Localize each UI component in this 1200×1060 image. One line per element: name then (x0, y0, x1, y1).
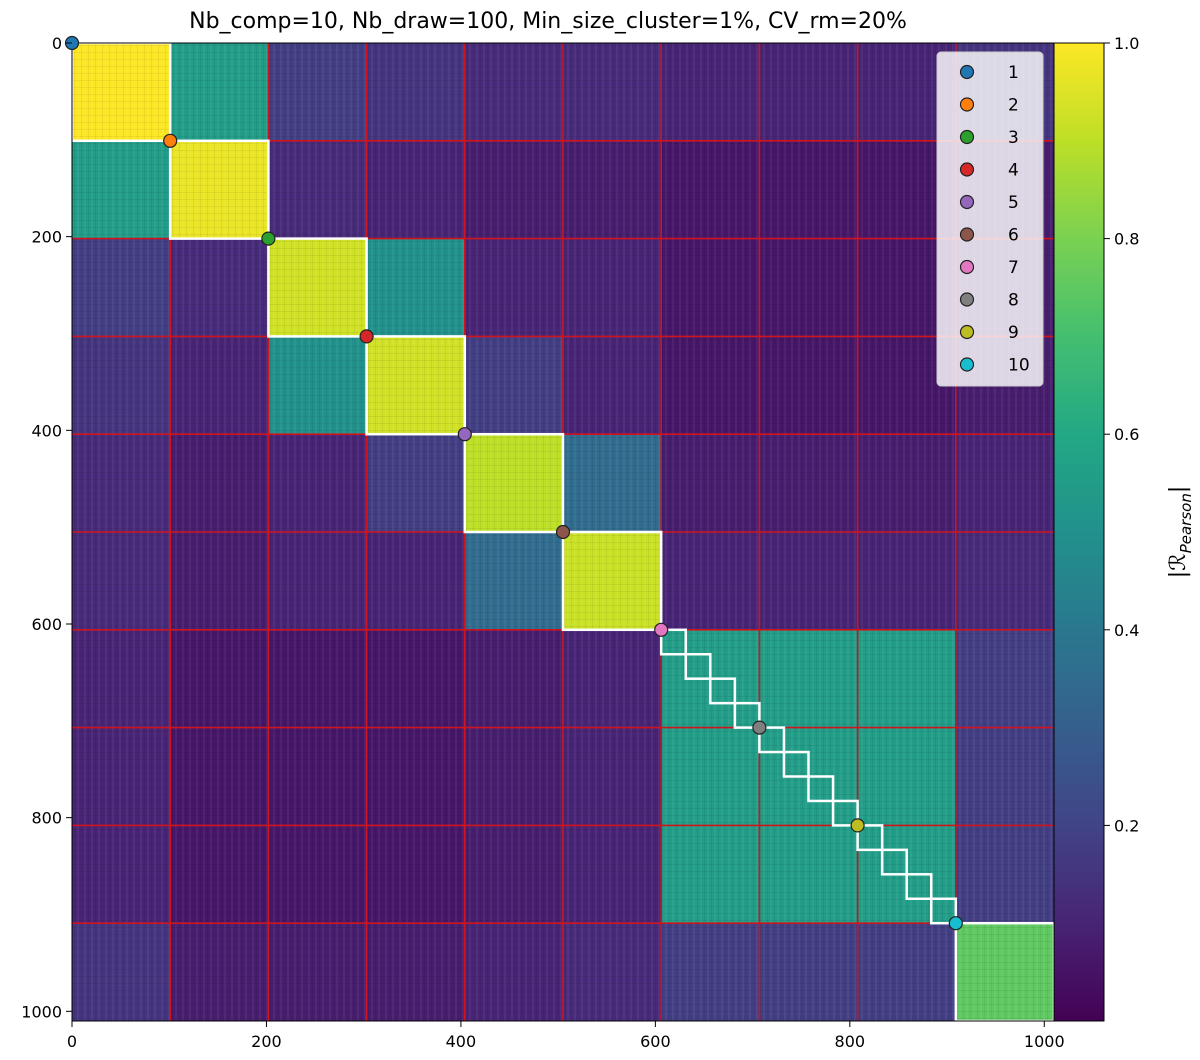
legend-label: 10 (1008, 356, 1030, 376)
legend-label: 3 (1008, 128, 1019, 148)
cluster-outline (782, 750, 810, 778)
legend-label: 2 (1008, 96, 1019, 116)
cluster-outline (831, 799, 859, 827)
colorbar-label: |ℛPearson| (1166, 486, 1195, 579)
colorbar-tick-label: 1.0 (1114, 34, 1139, 53)
legend-marker (959, 162, 975, 177)
component-marker (654, 622, 669, 637)
cluster-outline (709, 677, 737, 705)
y-tick-label: 0 (52, 34, 62, 53)
component-marker (457, 427, 472, 442)
legend-marker (959, 324, 975, 340)
y-tick-label: 200 (31, 228, 62, 247)
legend-marker (959, 97, 975, 112)
component-marker (948, 916, 963, 931)
legend-label: 9 (1008, 323, 1019, 343)
component-marker (163, 133, 178, 148)
cluster-outline (267, 237, 368, 338)
component-marker (555, 524, 571, 540)
x-tick-label: 800 (835, 1032, 866, 1051)
colorbar-tick-label: 0.8 (1114, 230, 1139, 249)
cluster-outline (733, 701, 761, 729)
cluster-outline (684, 653, 712, 680)
colorbar (1053, 42, 1105, 1022)
legend-label: 7 (1008, 258, 1019, 278)
legend-marker (959, 194, 975, 210)
cluster-outline (880, 848, 908, 876)
cluster-outline (561, 530, 663, 632)
legend-label: 5 (1008, 193, 1019, 213)
cluster-outline (463, 432, 565, 534)
cluster-outline (930, 897, 958, 925)
cluster-outline (72, 43, 172, 143)
chart-title: Nb_comp=10, Nb_draw=100, Min_size_cluste… (189, 9, 907, 34)
x-tick-label: 200 (251, 1032, 282, 1051)
legend: 1 2 3 4 5 6 7 8 9 10 (936, 51, 1044, 387)
legend-marker (959, 129, 975, 145)
cluster-outline (659, 628, 688, 656)
component-marker (261, 231, 276, 246)
component-marker (752, 720, 767, 735)
component-marker (359, 329, 374, 344)
legend-box (936, 51, 1044, 387)
legend-label: 1 (1008, 63, 1019, 83)
y-tick-label: 600 (31, 615, 62, 634)
x-tick-label: 0 (67, 1032, 77, 1051)
cluster-outline (758, 726, 786, 754)
cluster-outline (905, 873, 933, 900)
colorbar-tick-label: 0.4 (1114, 621, 1139, 640)
cluster-outline (365, 335, 467, 436)
legend-marker (959, 292, 975, 307)
legend-marker (959, 64, 975, 80)
colorbar-tick-label: 0.2 (1114, 816, 1139, 835)
x-tick-label: 400 (446, 1032, 477, 1051)
legend-label: 4 (1008, 161, 1019, 181)
y-tick-label: 400 (31, 421, 62, 440)
legend-label: 8 (1008, 291, 1019, 311)
legend-marker (959, 357, 975, 372)
legend-marker (959, 259, 975, 275)
component-marker (850, 818, 865, 833)
y-tick-label: 1000 (21, 1002, 62, 1021)
legend-label: 6 (1008, 226, 1019, 246)
x-tick-label: 1000 (1024, 1032, 1065, 1051)
legend-marker (959, 227, 975, 242)
cluster-outline (168, 139, 270, 240)
cluster-outline (807, 775, 835, 803)
x-tick-label: 600 (640, 1032, 671, 1051)
y-tick-label: 800 (31, 809, 62, 828)
heatmap-plot-area (72, 43, 1054, 1021)
colorbar-tick-label: 0.6 (1114, 425, 1139, 444)
cluster-outline (856, 824, 884, 852)
